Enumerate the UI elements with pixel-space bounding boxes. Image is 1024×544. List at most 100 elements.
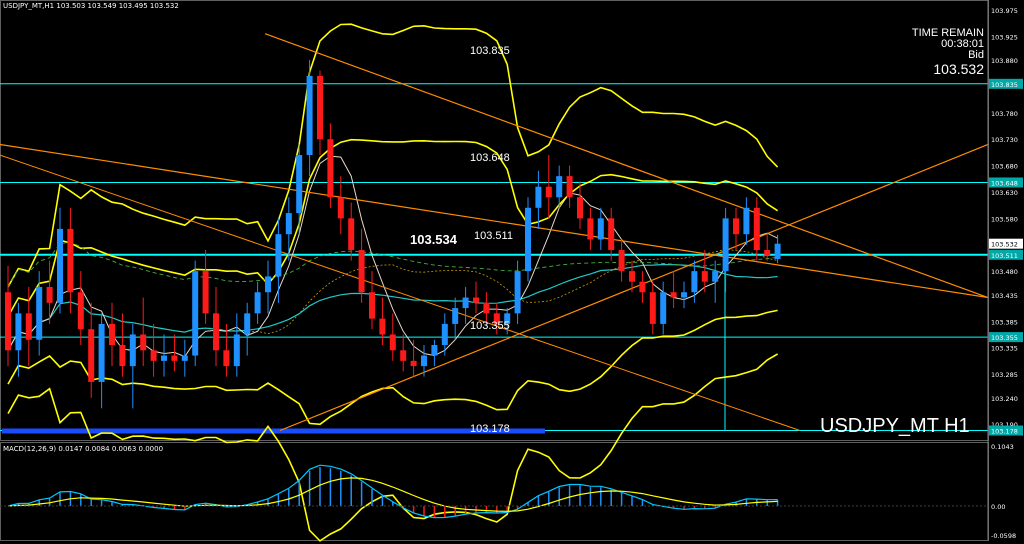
candle-body — [535, 186, 542, 208]
candle-body — [743, 207, 750, 235]
candle-body — [504, 313, 511, 324]
candle-body — [597, 218, 604, 240]
candle-body — [681, 292, 687, 298]
time-remain-label: TIME REMAIN — [911, 27, 984, 39]
price-tag-bg — [989, 78, 1023, 89]
symbol-header: USDJPY_MT,H1 — [3, 2, 55, 10]
price-tick-label: 103.780 — [991, 110, 1018, 118]
candle-body — [629, 271, 635, 282]
candle-body — [483, 302, 490, 314]
candle-body — [764, 250, 771, 256]
trendline-up — [279, 143, 989, 432]
price-tag-bg — [989, 425, 1023, 436]
time-remain-panel: TIME REMAIN 00:38:01 Bid 103.532 — [911, 27, 984, 78]
candle-body — [369, 292, 375, 319]
candle-body — [473, 297, 479, 303]
candle-body — [525, 207, 531, 272]
candle-body — [129, 334, 136, 367]
candle-body — [98, 323, 105, 382]
ma-slow-line — [7, 263, 778, 351]
candle-body — [244, 313, 251, 335]
price-tag-bg — [989, 177, 1023, 188]
candle-body — [202, 271, 209, 314]
price-tick-label: 103.580 — [991, 215, 1018, 223]
candle-body — [25, 313, 32, 340]
candle-body — [358, 250, 365, 293]
bollinger-lower-inner — [7, 309, 778, 426]
candle-body — [379, 318, 386, 335]
price-tick-label: 103.335 — [991, 345, 1018, 353]
chart-header: USDJPY_MT,H1 103.503 103.549 103.495 103… — [3, 2, 179, 10]
candle-body — [410, 360, 417, 367]
candle-body — [233, 334, 240, 367]
trendline-down-1 — [0, 143, 989, 299]
candle-body — [462, 297, 469, 309]
ma-long-dashed — [7, 242, 778, 288]
candle-body — [389, 334, 396, 351]
candle-body — [285, 213, 292, 235]
candle-body — [140, 334, 147, 351]
candle-body — [77, 292, 84, 330]
ma-fast-line — [7, 155, 778, 358]
candle-body — [192, 271, 199, 356]
level-label-103511: 103.511 — [474, 230, 513, 242]
candle-body — [441, 323, 448, 346]
price-tick-label: 103.975 — [991, 7, 1018, 15]
macd-tick-label: 0.1043 — [991, 443, 1014, 451]
candle-body — [753, 207, 760, 251]
candle-body — [337, 197, 344, 219]
candle-body — [670, 292, 677, 298]
candle-body — [649, 292, 656, 324]
candle-body — [660, 292, 667, 324]
candle-body — [774, 243, 781, 259]
candle-body — [57, 228, 63, 303]
candle-body — [400, 350, 407, 361]
candle-body — [265, 276, 271, 293]
candle-body — [88, 329, 95, 382]
price-tag-bg — [989, 332, 1023, 343]
candle-body — [577, 197, 583, 219]
candle-body — [639, 281, 646, 293]
level-label-103648: 103.648 — [470, 152, 510, 164]
price-tick-label: 103.835 — [991, 81, 1018, 89]
price-tick-label: 103.532 — [991, 241, 1018, 249]
candle-body — [119, 345, 126, 367]
trendline-down-3 — [0, 154, 801, 431]
candle-body — [150, 350, 157, 361]
range-bar — [2, 428, 545, 434]
candle-body — [109, 323, 115, 346]
candle-body — [701, 271, 708, 282]
candle-body — [556, 176, 563, 198]
candle-body — [36, 286, 43, 340]
candle-body — [161, 355, 167, 361]
bid-value: 103.532 — [933, 61, 984, 77]
price-tick-label: 103.648 — [991, 179, 1018, 187]
candle-body — [348, 218, 355, 251]
candle-body — [306, 75, 313, 156]
price-tick-label: 103.925 — [991, 33, 1018, 41]
candle-body — [545, 186, 552, 198]
price-tag-bg — [989, 249, 1023, 260]
time-remain-value: 00:38:01 — [941, 38, 984, 50]
level-label-103355: 103.355 — [470, 320, 510, 332]
level-label-103534: 103.534 — [410, 232, 457, 247]
macd-panel-frame — [0, 442, 989, 541]
bollinger-lower-outer — [7, 353, 778, 542]
price-tick-label: 103.385 — [991, 318, 1018, 326]
macd-signal-line — [7, 477, 778, 512]
macd-header: MACD(12,26,9) 0.0147 0.0084 0.0063 0.000… — [3, 445, 164, 453]
price-tick-label: 103.285 — [991, 371, 1018, 379]
candle-body — [46, 286, 53, 303]
candle-body — [691, 271, 698, 293]
candle-body — [5, 292, 11, 351]
bollinger-upper-outer — [7, 23, 779, 288]
candle-body — [712, 271, 719, 282]
price-tick-label: 103.630 — [991, 189, 1018, 197]
macd-tick-label: 0.00 — [991, 503, 1005, 511]
price-tick-label: 103.680 — [991, 163, 1018, 171]
macd-tick-label: -0.0598 — [991, 532, 1016, 540]
trendline-down-2 — [264, 33, 989, 299]
bid-label: Bid — [968, 49, 984, 61]
